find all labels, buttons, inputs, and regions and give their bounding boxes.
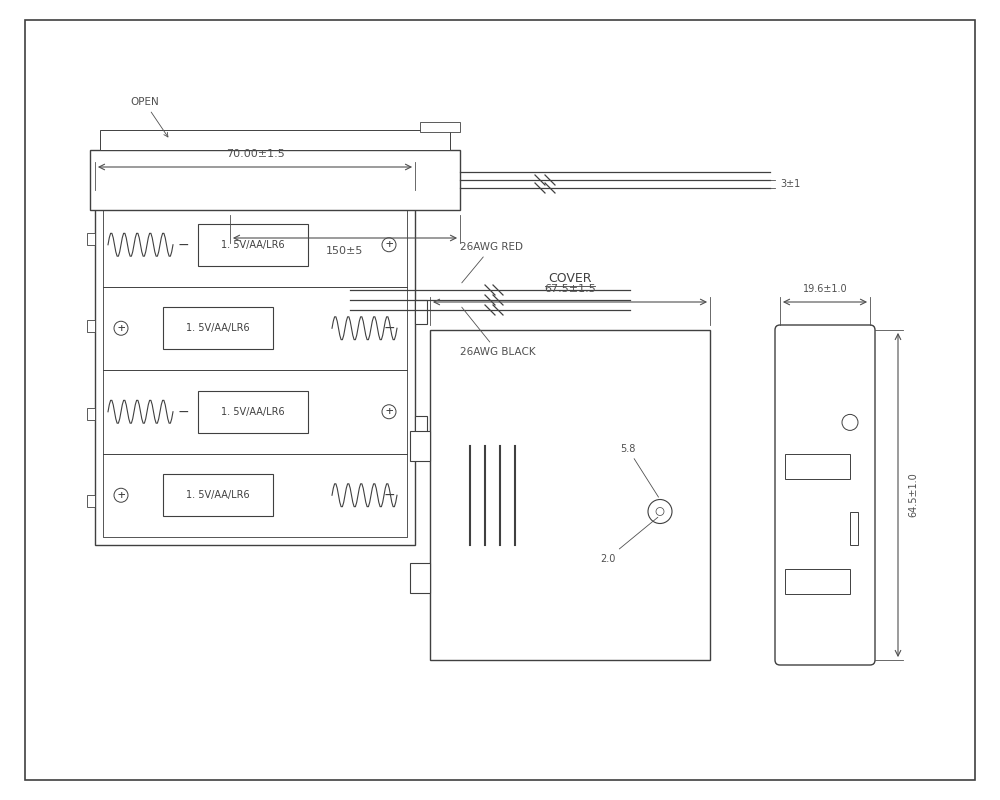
Bar — [87, 320, 95, 332]
Text: +: + — [117, 322, 125, 334]
Bar — [198, 224, 308, 266]
Text: −: − — [383, 322, 395, 335]
Bar — [87, 233, 95, 245]
Bar — [103, 454, 407, 537]
Text: 26AWG BLACK: 26AWG BLACK — [460, 307, 536, 357]
Text: 150±5: 150±5 — [326, 246, 364, 256]
Bar — [410, 430, 430, 461]
Text: 67.5±1.5: 67.5±1.5 — [544, 284, 596, 294]
Bar — [95, 195, 415, 545]
Text: COVER: COVER — [548, 272, 592, 285]
Bar — [415, 300, 427, 324]
Text: 64.5±1.0: 64.5±1.0 — [908, 473, 918, 518]
Bar — [430, 330, 710, 660]
Text: 1. 5V/AA/LR6: 1. 5V/AA/LR6 — [221, 240, 285, 250]
FancyBboxPatch shape — [775, 325, 875, 665]
Bar — [100, 130, 450, 150]
Text: 1. 5V/AA/LR6: 1. 5V/AA/LR6 — [221, 406, 285, 417]
Bar — [410, 562, 430, 593]
Text: 19.6±1.0: 19.6±1.0 — [803, 284, 847, 294]
Bar — [785, 569, 850, 594]
Bar — [103, 203, 407, 537]
Text: 70.00±1.5: 70.00±1.5 — [226, 149, 284, 159]
Bar — [90, 150, 460, 210]
Bar — [103, 370, 407, 454]
Bar — [87, 495, 95, 507]
Bar — [415, 416, 427, 440]
Text: −: − — [177, 238, 189, 252]
Text: OPEN: OPEN — [130, 97, 168, 137]
Text: −: − — [177, 405, 189, 418]
Text: −: − — [383, 488, 395, 502]
Bar — [103, 203, 407, 286]
Text: +: + — [385, 406, 393, 418]
Text: +: + — [385, 238, 393, 251]
Bar — [420, 122, 460, 132]
Text: 26AWG RED: 26AWG RED — [460, 242, 523, 283]
Text: 3±1: 3±1 — [780, 179, 800, 189]
Bar — [785, 454, 850, 478]
Bar — [87, 408, 95, 420]
Bar — [103, 286, 407, 370]
Text: 2.0: 2.0 — [600, 518, 658, 563]
Text: 1. 5V/AA/LR6: 1. 5V/AA/LR6 — [186, 490, 250, 500]
Bar — [163, 307, 273, 349]
Text: 1. 5V/AA/LR6: 1. 5V/AA/LR6 — [186, 323, 250, 334]
Bar — [163, 474, 273, 516]
Bar — [198, 391, 308, 433]
Text: 5.8: 5.8 — [620, 443, 659, 497]
Bar — [850, 511, 858, 545]
Text: +: + — [117, 489, 125, 502]
